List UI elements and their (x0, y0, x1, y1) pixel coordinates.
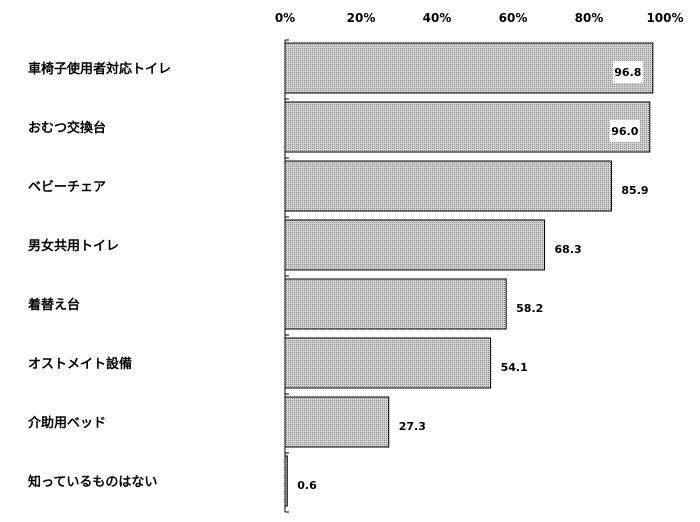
value-label: 27.3 (399, 420, 426, 433)
value-label: 0.6 (297, 479, 317, 492)
bar (284, 160, 612, 212)
bar (284, 337, 492, 389)
value-label-box (609, 120, 640, 142)
bar (284, 396, 390, 448)
x-tick-label: 80% (575, 11, 604, 25)
category-label: オストメイト設備 (28, 356, 132, 372)
x-tick-label: 0% (275, 11, 295, 25)
bar (284, 219, 546, 271)
value-label: 85.9 (621, 184, 648, 197)
value-label: 54.1 (501, 361, 528, 374)
category-label: 男女共用トイレ (28, 238, 119, 254)
x-tick-label: 100% (646, 11, 683, 25)
value-label-box (612, 61, 643, 83)
bars (284, 42, 654, 507)
x-tick-label: 60% (499, 11, 528, 25)
category-label: ベビーチェア (28, 179, 106, 195)
y-axis (284, 39, 289, 513)
value-label: 96.0 (611, 125, 638, 138)
bar (284, 101, 651, 153)
x-tick-label: 40% (423, 11, 452, 25)
category-label: 介助用ベッド (27, 415, 106, 431)
value-labels: 96.8 96.0 85.9 68.3 58.2 54.1 27.3 0.6 (297, 61, 649, 492)
category-label: 知っているものはない (28, 474, 157, 490)
bar (284, 42, 654, 94)
category-label: 着替え台 (27, 297, 80, 313)
x-tick-label: 20% (347, 11, 376, 25)
value-label: 58.2 (516, 302, 543, 315)
category-labels: 車椅子使用者対応トイレおむつ交換台ベビーチェア男女共用トイレ着替え台オストメイト… (27, 61, 171, 490)
value-label: 68.3 (555, 243, 582, 256)
bar (284, 278, 507, 330)
value-label: 96.8 (614, 66, 641, 79)
x-axis-ticks: 0% 20% 40% 60% 80% 100% (275, 11, 684, 25)
category-label: 車椅子使用者対応トイレ (28, 61, 171, 77)
category-label: おむつ交換台 (28, 120, 106, 136)
